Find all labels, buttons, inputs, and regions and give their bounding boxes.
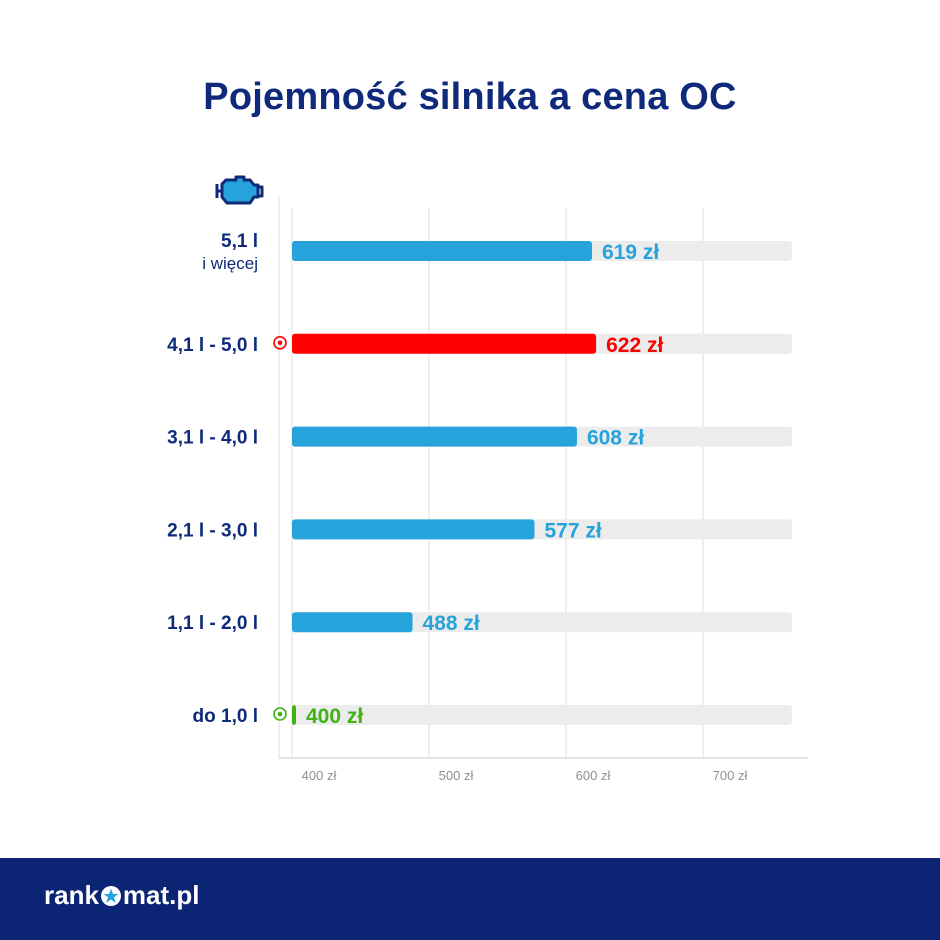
bar bbox=[292, 705, 296, 725]
rankomat-logo[interactable]: rank mat.pl bbox=[44, 880, 200, 911]
bar-chart: 400 zł 500 zł 600 zł 700 zł 619 zł 5,1 l i wię… bbox=[167, 196, 808, 783]
data-label: 622 zł bbox=[606, 334, 663, 357]
logo-text-left: rank bbox=[44, 880, 99, 910]
bar-track bbox=[292, 612, 792, 633]
star-icon bbox=[100, 885, 121, 906]
data-label: 619 zł bbox=[602, 241, 659, 264]
x-tick-label: 600 zł bbox=[576, 768, 611, 783]
highlight-marker-dot bbox=[277, 340, 283, 346]
engine-icon bbox=[215, 175, 264, 205]
bar bbox=[292, 333, 597, 354]
bar bbox=[292, 612, 413, 633]
category-label: i więcej bbox=[202, 254, 258, 273]
chart-title: Pojemność silnika a cena OC bbox=[203, 76, 737, 118]
bar bbox=[292, 519, 535, 540]
category-label: do 1,0 l bbox=[193, 706, 258, 727]
x-tick-label: 700 zł bbox=[713, 768, 748, 783]
bar-track bbox=[292, 705, 792, 725]
data-label: 400 zł bbox=[306, 705, 363, 728]
data-label: 577 zł bbox=[544, 519, 601, 542]
x-tick-label: 500 zł bbox=[439, 768, 474, 783]
bar bbox=[292, 241, 593, 261]
category-label: 4,1 l - 5,0 l bbox=[167, 335, 258, 356]
category-label: 5,1 l bbox=[221, 231, 258, 252]
footer-bar: rank mat.pl bbox=[0, 858, 940, 940]
data-label: 488 zł bbox=[423, 612, 480, 635]
x-tick-label: 400 zł bbox=[302, 768, 337, 783]
category-label: 1,1 l - 2,0 l bbox=[167, 613, 258, 634]
highlight-marker-dot bbox=[277, 711, 283, 717]
data-label: 608 zł bbox=[587, 427, 644, 450]
category-label: 2,1 l - 3,0 l bbox=[167, 520, 258, 541]
category-label: 3,1 l - 4,0 l bbox=[167, 428, 258, 449]
bar bbox=[292, 426, 577, 447]
logo-text-right: mat.pl bbox=[122, 880, 200, 910]
